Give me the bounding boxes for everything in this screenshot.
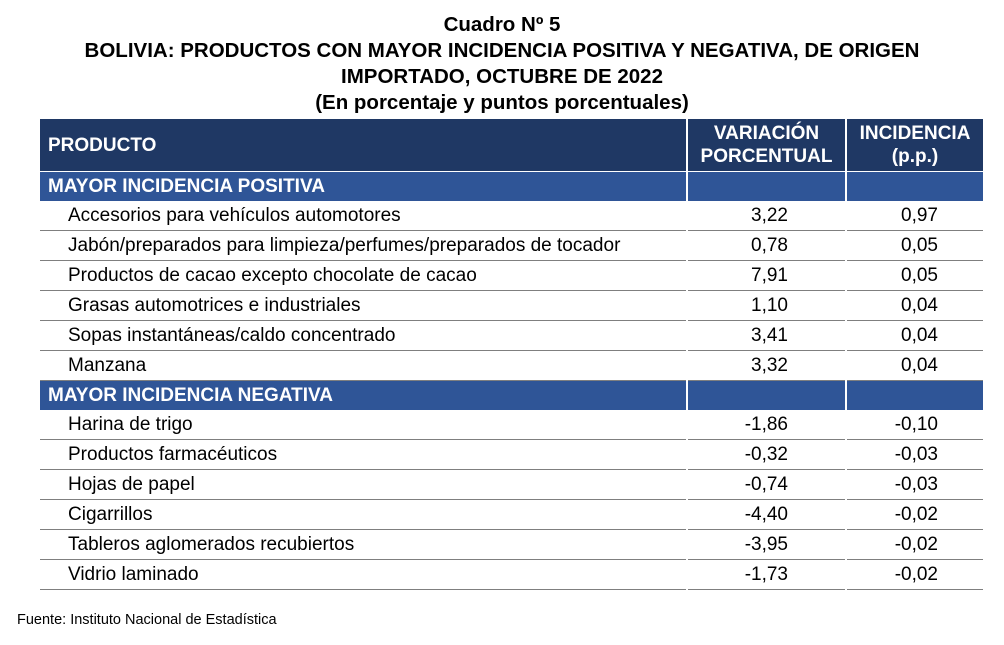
table-row: Hojas de papel -0,74 -0,03 [40, 469, 983, 500]
product-cell: Productos farmacéuticos [40, 439, 687, 470]
caption-title: BOLIVIA: PRODUCTOS CON MAYOR INCIDENCIA … [84, 39, 920, 62]
caption-title-cont: IMPORTADO, OCTUBRE DE 2022 [341, 65, 663, 88]
variation-cell: -1,73 [686, 559, 846, 590]
incidence-cell: 0,05 [845, 260, 983, 291]
table-row: Grasas automotrices e industriales 1,10 … [40, 290, 983, 321]
product-cell: Accesorios para vehículos automotores [40, 201, 687, 231]
incidence-cell: -0,02 [845, 529, 983, 560]
table-row: Accesorios para vehículos automotores 3,… [40, 201, 983, 231]
table-row: Vidrio laminado -1,73 -0,02 [40, 559, 983, 590]
section-title: MAYOR INCIDENCIA POSITIVA [40, 171, 687, 201]
table-row: Productos de cacao excepto chocolate de … [40, 260, 983, 291]
variation-cell: -0,74 [686, 469, 846, 500]
section-blank-cell [686, 171, 846, 201]
product-cell: Productos de cacao excepto chocolate de … [40, 260, 687, 291]
product-cell: Cigarrillos [40, 499, 687, 530]
variation-cell: 1,10 [686, 290, 846, 321]
variation-cell: 0,78 [686, 230, 846, 261]
product-cell: Hojas de papel [40, 469, 687, 500]
incidence-cell: 0,97 [845, 201, 983, 231]
product-cell: Sopas instantáneas/caldo concentrado [40, 320, 687, 351]
variation-cell: -4,40 [686, 499, 846, 530]
product-cell: Manzana [40, 350, 687, 381]
variation-cell: -3,95 [686, 529, 846, 560]
column-header-incidence-line1: INCIDENCIA [859, 123, 971, 144]
product-cell: Jabón/preparados para limpieza/perfumes/… [40, 230, 687, 261]
column-header-variation-line1: VARIACIÓN [713, 123, 820, 144]
section-blank-cell [686, 380, 846, 410]
incidence-cell: 0,04 [845, 290, 983, 321]
table-row: Sopas instantáneas/caldo concentrado 3,4… [40, 320, 983, 351]
caption-units: (En porcentaje y puntos porcentuales) [315, 91, 689, 114]
incidence-cell: -0,03 [845, 439, 983, 470]
column-header-product: PRODUCTO [40, 119, 687, 172]
variation-cell: -0,32 [686, 439, 846, 470]
section-blank-cell [845, 171, 983, 201]
table-row: Harina de trigo -1,86 -0,10 [40, 410, 983, 440]
variation-cell: 3,22 [686, 201, 846, 231]
table-caption: Cuadro Nº 5 BOLIVIA: PRODUCTOS CON MAYOR… [0, 12, 1004, 116]
variation-cell: -1,86 [686, 410, 846, 440]
section-row-positive: MAYOR INCIDENCIA POSITIVA [40, 171, 983, 201]
incidence-cell: 0,04 [845, 350, 983, 381]
incidence-cell: -0,02 [845, 499, 983, 530]
section-row-negative: MAYOR INCIDENCIA NEGATIVA [40, 380, 983, 410]
section-title: MAYOR INCIDENCIA NEGATIVA [40, 380, 687, 410]
table-row: Tableros aglomerados recubiertos -3,95 -… [40, 529, 983, 560]
column-header-incidence-line2: (p.p.) [891, 146, 939, 167]
product-cell: Harina de trigo [40, 410, 687, 440]
column-header-variation-line2: PORCENTUAL [700, 146, 833, 167]
product-cell: Grasas automotrices e industriales [40, 290, 687, 321]
incidence-cell: 0,05 [845, 230, 983, 261]
table-row: Jabón/preparados para limpieza/perfumes/… [40, 230, 983, 261]
variation-cell: 7,91 [686, 260, 846, 291]
column-header-variation: VARIACIÓN PORCENTUAL [686, 119, 846, 172]
product-cell: Vidrio laminado [40, 559, 687, 590]
caption-number: Cuadro Nº 5 [443, 13, 561, 36]
column-header-incidence: INCIDENCIA (p.p.) [845, 119, 983, 172]
table-row: Productos farmacéuticos -0,32 -0,03 [40, 439, 983, 470]
source-note: Fuente: Instituto Nacional de Estadístic… [17, 612, 277, 628]
variation-cell: 3,32 [686, 350, 846, 381]
incidence-cell: -0,02 [845, 559, 983, 590]
incidence-cell: -0,10 [845, 410, 983, 440]
table-row: Cigarrillos -4,40 -0,02 [40, 499, 983, 530]
table-row: Manzana 3,32 0,04 [40, 350, 983, 381]
section-blank-cell [845, 380, 983, 410]
incidence-table: PRODUCTO VARIACIÓN PORCENTUAL INCIDENCIA… [40, 119, 983, 590]
variation-cell: 3,41 [686, 320, 846, 351]
table-header-row: PRODUCTO VARIACIÓN PORCENTUAL INCIDENCIA… [40, 119, 983, 172]
incidence-cell: 0,04 [845, 320, 983, 351]
incidence-cell: -0,03 [845, 469, 983, 500]
product-cell: Tableros aglomerados recubiertos [40, 529, 687, 560]
